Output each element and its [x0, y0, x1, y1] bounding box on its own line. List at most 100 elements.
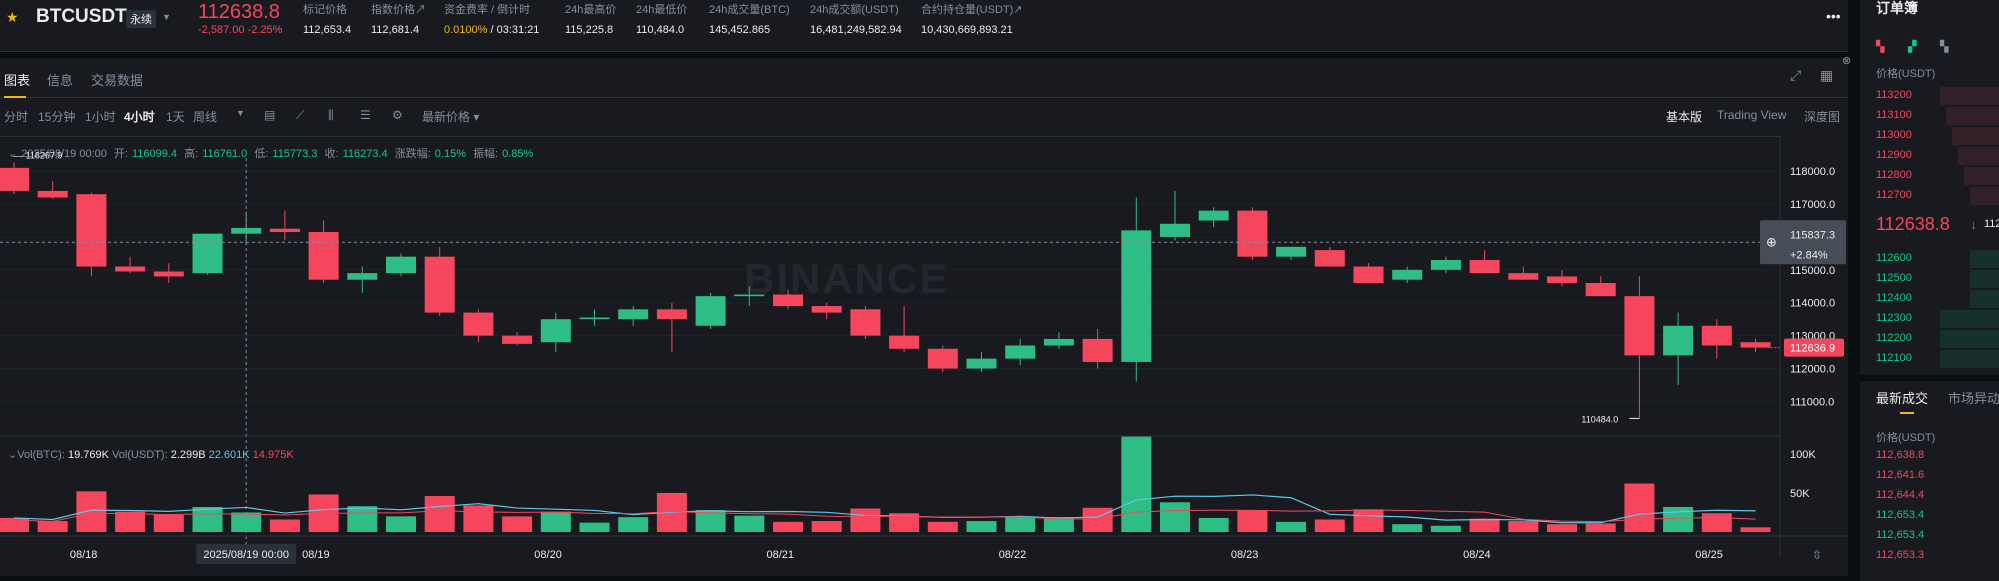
last-price-tag: 112636.9: [1790, 343, 1835, 355]
tab-market-moves[interactable]: 市场异动: [1948, 391, 1999, 406]
candle-type-icon[interactable]: ⫼: [328, 108, 334, 122]
candle-body: [308, 232, 339, 280]
volume-bar: [1624, 483, 1655, 532]
candle-body: [0, 167, 29, 191]
orderbook-bid-row[interactable]: 112600: [1876, 252, 1912, 264]
fullscreen-icon[interactable]: ⤢: [1790, 67, 1802, 83]
orderbook-bid-row[interactable]: 112200: [1876, 332, 1912, 344]
trade-row: 112,653.4: [1876, 509, 1925, 521]
orderbook-bid-row[interactable]: 112300: [1876, 312, 1912, 324]
price-change: -2,587.00 -2.25%: [198, 24, 283, 36]
orderbook-mark-price: 112: [1984, 218, 1999, 230]
orderbook-ask-row[interactable]: 113200: [1876, 89, 1912, 101]
stat-open-interest[interactable]: 合约持仓量(USDT)↗ 10,430,669,893.21: [921, 4, 1023, 36]
symbol-name[interactable]: BTCUSDT: [36, 6, 127, 27]
layout-bids-icon[interactable]: ▞: [1908, 41, 1917, 53]
volume-bar: [1392, 524, 1423, 532]
depth-bar: [1970, 250, 1999, 268]
candlestick-chart[interactable]: 118000.0117000.0116000.0115000.0114000.0…: [0, 58, 1848, 576]
chevron-down-icon[interactable]: ▼: [162, 12, 171, 22]
layout-icon[interactable]: ▦: [1820, 67, 1834, 83]
candle-body: [1160, 223, 1190, 237]
x-tick-label: 08/22: [999, 549, 1027, 561]
interval-time[interactable]: 分时: [4, 110, 29, 124]
crosshair-price-label: 115837.3: [1790, 229, 1835, 241]
depth-bar: [1970, 290, 1999, 308]
candle-body: [1005, 345, 1036, 359]
volume-bar: [811, 521, 842, 532]
volume-ma-line: [13, 494, 1756, 524]
volume-bar: [1701, 513, 1732, 532]
volume-bar: [347, 506, 378, 532]
orderbook-ask-row[interactable]: 113000: [1876, 129, 1912, 141]
settings-list-icon[interactable]: ☰: [360, 108, 371, 122]
view-depth[interactable]: 深度图: [1804, 110, 1841, 124]
tab-latest-trades[interactable]: 最新成交: [1876, 391, 1929, 406]
gear-icon[interactable]: ⚙: [392, 108, 403, 122]
orderbook-ask-row[interactable]: 112700: [1876, 189, 1912, 201]
stat-index-price[interactable]: 指数价格↗ 112,681.4: [371, 4, 426, 36]
depth-bar: [1940, 310, 1999, 328]
candle-body: [695, 296, 726, 326]
tab-trading-data[interactable]: 交易数据: [91, 73, 144, 88]
trade-row: 112,638.8: [1876, 449, 1925, 461]
volume-bar: [153, 514, 184, 532]
star-icon[interactable]: ★: [6, 9, 19, 25]
volume-bar: [115, 511, 146, 532]
layout-asks-icon[interactable]: ▚: [1940, 41, 1949, 53]
volume-bar: [1005, 517, 1036, 532]
orderbook-ask-row[interactable]: 113100: [1876, 109, 1912, 121]
calendar-icon[interactable]: ▤: [264, 108, 276, 122]
contract-tag: 永续: [126, 10, 156, 28]
interval-4h[interactable]: 4小时: [124, 110, 155, 124]
interval-15m[interactable]: 15分钟: [38, 110, 76, 124]
market-header: ★ BTCUSDT 永续 ▼ 112638.8 -2,587.00 -2.25%…: [0, 0, 1848, 52]
interval-1h[interactable]: 1小时: [85, 110, 116, 124]
candle-body: [618, 309, 649, 320]
volume-bar: [1082, 507, 1113, 532]
stat-mark-price: 标记价格 112,653.4: [303, 4, 352, 36]
volume-bar: [231, 512, 262, 532]
orderbook-mid-price: 112638.8: [1876, 214, 1950, 234]
trade-row: 112,653.4: [1876, 529, 1925, 541]
orderbook-ask-row[interactable]: 112900: [1876, 149, 1912, 161]
crosshair-time-label: 2025/08/19 00:00: [203, 549, 289, 561]
candle-body: [1740, 342, 1771, 348]
candle-body: [889, 335, 920, 349]
volume-bar: [1353, 509, 1384, 532]
x-tick-label: 08/24: [1463, 549, 1491, 561]
close-icon[interactable]: ⊗: [1842, 55, 1852, 67]
candle-body: [1430, 259, 1461, 270]
candle-body: [773, 294, 803, 307]
volume-bar: [502, 516, 533, 532]
crosshair-price-box: [1760, 220, 1846, 265]
view-basic[interactable]: 基本版: [1666, 110, 1703, 124]
orderbook-bid-row[interactable]: 112500: [1876, 272, 1912, 284]
orderbook-bid-row[interactable]: 112100: [1876, 352, 1912, 364]
more-icon[interactable]: •••: [1826, 8, 1841, 24]
volume-bar: [463, 505, 494, 532]
volume-bar: [1469, 518, 1500, 532]
candle-body: [1392, 269, 1423, 280]
orderbook-ask-row[interactable]: 112800: [1876, 169, 1912, 181]
tab-info[interactable]: 信息: [47, 73, 74, 88]
volume-bar: [1547, 524, 1577, 532]
volume-bar: [37, 521, 68, 532]
candle-body: [37, 190, 68, 198]
volume-bar: [1663, 506, 1694, 532]
layout-both-icon[interactable]: ▚: [1876, 41, 1885, 53]
interval-1w[interactable]: 周线: [193, 110, 218, 124]
indicator-icon[interactable]: ⟋: [296, 108, 305, 122]
candle-body: [734, 294, 765, 297]
candle-body: [1469, 259, 1500, 274]
orderbook-bid-row[interactable]: 112400: [1876, 292, 1912, 304]
volume-bar: [76, 491, 107, 532]
volume-bar: [1276, 521, 1307, 532]
volume-bar: [695, 510, 726, 532]
interval-1d[interactable]: 1天: [166, 110, 185, 124]
tab-chart[interactable]: 图表: [4, 73, 31, 88]
price-type-select[interactable]: 最新价格 ▾: [422, 110, 480, 124]
volume-bar: [889, 513, 920, 532]
view-tradingview[interactable]: Trading View: [1717, 108, 1787, 122]
chevron-down-icon[interactable]: ▼: [236, 108, 245, 118]
